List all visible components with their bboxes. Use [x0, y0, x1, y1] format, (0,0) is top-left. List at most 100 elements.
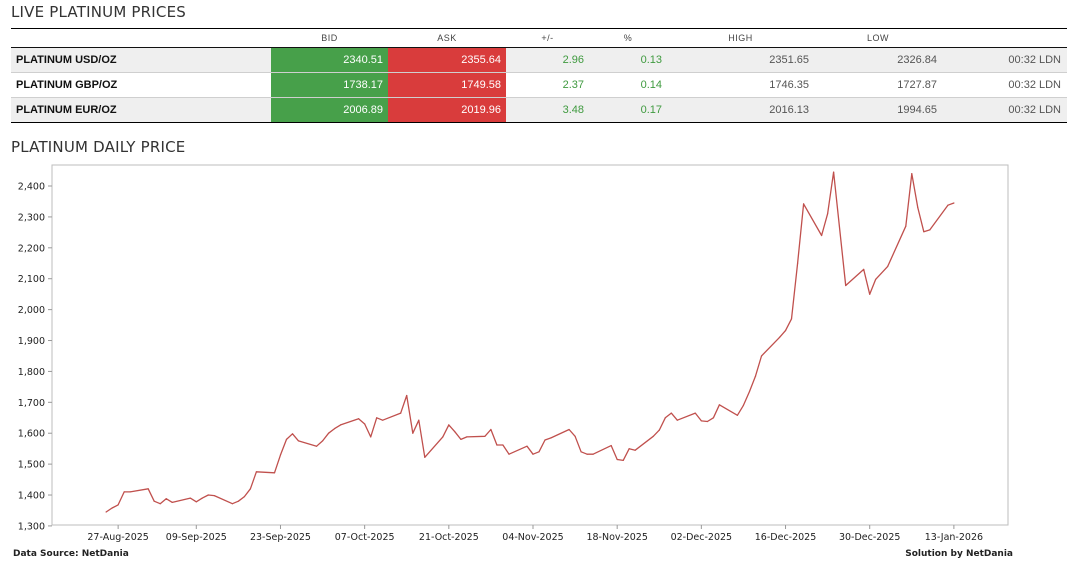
price-point	[658, 429, 660, 431]
price-point	[189, 497, 191, 499]
price-point	[454, 431, 456, 433]
header-change: +/-	[506, 28, 589, 48]
price-point	[610, 445, 612, 447]
price-point	[616, 458, 618, 461]
price-point	[105, 511, 107, 513]
price-point	[947, 204, 949, 206]
table-row: PLATINUM EUR/OZ 2006.89 2019.96 3.48 0.1…	[11, 97, 1067, 123]
price-point	[502, 444, 504, 446]
price-point	[911, 173, 913, 175]
price-point	[496, 444, 498, 446]
header-low: LOW	[814, 28, 942, 48]
price-point	[706, 420, 709, 423]
price-point	[634, 449, 636, 451]
low-cell: 1727.87	[814, 72, 942, 98]
high-cell: 2016.13	[667, 97, 814, 123]
price-point	[869, 293, 871, 295]
y-tick-label: 1,600	[18, 429, 45, 440]
time-cell: 00:32 LDN	[942, 72, 1067, 98]
price-point	[159, 503, 161, 505]
price-point	[123, 491, 125, 493]
price-point	[328, 432, 330, 434]
header-percent: %	[589, 28, 667, 48]
price-point	[742, 404, 745, 406]
y-tick-label: 2,200	[18, 243, 45, 254]
price-point	[718, 404, 721, 406]
price-point	[291, 433, 294, 435]
price-point	[466, 436, 468, 438]
low-cell: 1994.65	[814, 97, 942, 123]
price-point	[544, 439, 546, 441]
ask-cell: 2355.64	[388, 47, 506, 73]
price-point	[255, 471, 257, 473]
table-header-row: BID ASK +/- % HIGH LOW	[11, 28, 1067, 48]
high-cell: 1746.35	[667, 72, 814, 98]
price-point	[412, 432, 414, 434]
price-point	[117, 504, 119, 506]
table-row: PLATINUM GBP/OZ 1738.17 1749.58 2.37 0.1…	[11, 72, 1067, 98]
price-point	[237, 500, 239, 502]
price-point	[863, 268, 865, 270]
price-point	[754, 375, 757, 377]
price-point	[322, 440, 324, 442]
low-cell: 2326.84	[814, 47, 942, 73]
high-cell: 2351.65	[667, 47, 814, 73]
price-point	[797, 262, 799, 264]
price-point	[171, 501, 173, 503]
price-point	[736, 414, 739, 416]
price-point	[147, 488, 149, 490]
price-point	[364, 423, 366, 425]
ask-cell: 1749.58	[388, 72, 506, 98]
live-prices-title: LIVE PLATINUM PRICES	[11, 3, 186, 21]
price-point	[243, 496, 245, 498]
bid-cell: 2340.51	[271, 47, 388, 73]
price-point	[201, 497, 203, 499]
price-point	[628, 448, 630, 450]
price-point	[484, 435, 486, 437]
instrument-name: PLATINUM USD/OZ	[11, 47, 271, 73]
time-cell: 00:32 LDN	[942, 47, 1067, 73]
y-tick-label: 1,400	[18, 491, 45, 502]
price-point	[760, 355, 763, 357]
solution-credit-note: Solution by NetDania	[905, 549, 1013, 559]
price-point	[929, 229, 931, 231]
price-point	[129, 491, 131, 493]
header-bid: BID	[271, 28, 388, 48]
price-point	[622, 459, 624, 461]
daily-price-chart-title: PLATINUM DAILY PRICE	[11, 138, 186, 156]
price-point	[508, 453, 510, 455]
price-point	[460, 438, 462, 440]
y-tick-label: 1,900	[18, 336, 45, 347]
price-point	[784, 330, 787, 332]
header-name	[11, 28, 271, 48]
y-tick-label: 1,700	[18, 398, 45, 409]
price-point	[917, 207, 919, 209]
percent-cell: 0.13	[589, 47, 667, 73]
y-tick-label: 2,400	[18, 182, 45, 193]
y-tick-label: 1,500	[18, 460, 45, 471]
price-point	[532, 453, 534, 455]
price-point	[279, 454, 282, 456]
y-tick-label: 1,300	[18, 521, 45, 532]
price-point	[418, 419, 420, 421]
price-point	[334, 428, 336, 430]
ask-cell: 2019.96	[388, 97, 506, 123]
price-point	[700, 420, 703, 422]
price-point	[400, 412, 402, 414]
x-tick-label: 09-Sep-2025	[166, 532, 227, 543]
plot-area-border	[51, 164, 1009, 526]
price-point	[358, 418, 360, 420]
price-point	[406, 394, 408, 397]
price-point	[905, 225, 907, 227]
price-point	[580, 451, 582, 453]
percent-cell: 0.17	[589, 97, 667, 123]
price-point	[790, 318, 793, 320]
price-point	[195, 501, 197, 503]
x-tick-label: 30-Dec-2025	[839, 532, 901, 543]
price-point	[370, 436, 372, 438]
price-point	[382, 419, 384, 421]
y-tick-label: 1,800	[18, 367, 45, 378]
price-point	[376, 417, 378, 419]
time-cell: 00:32 LDN	[942, 97, 1067, 123]
percent-cell: 0.14	[589, 72, 667, 98]
